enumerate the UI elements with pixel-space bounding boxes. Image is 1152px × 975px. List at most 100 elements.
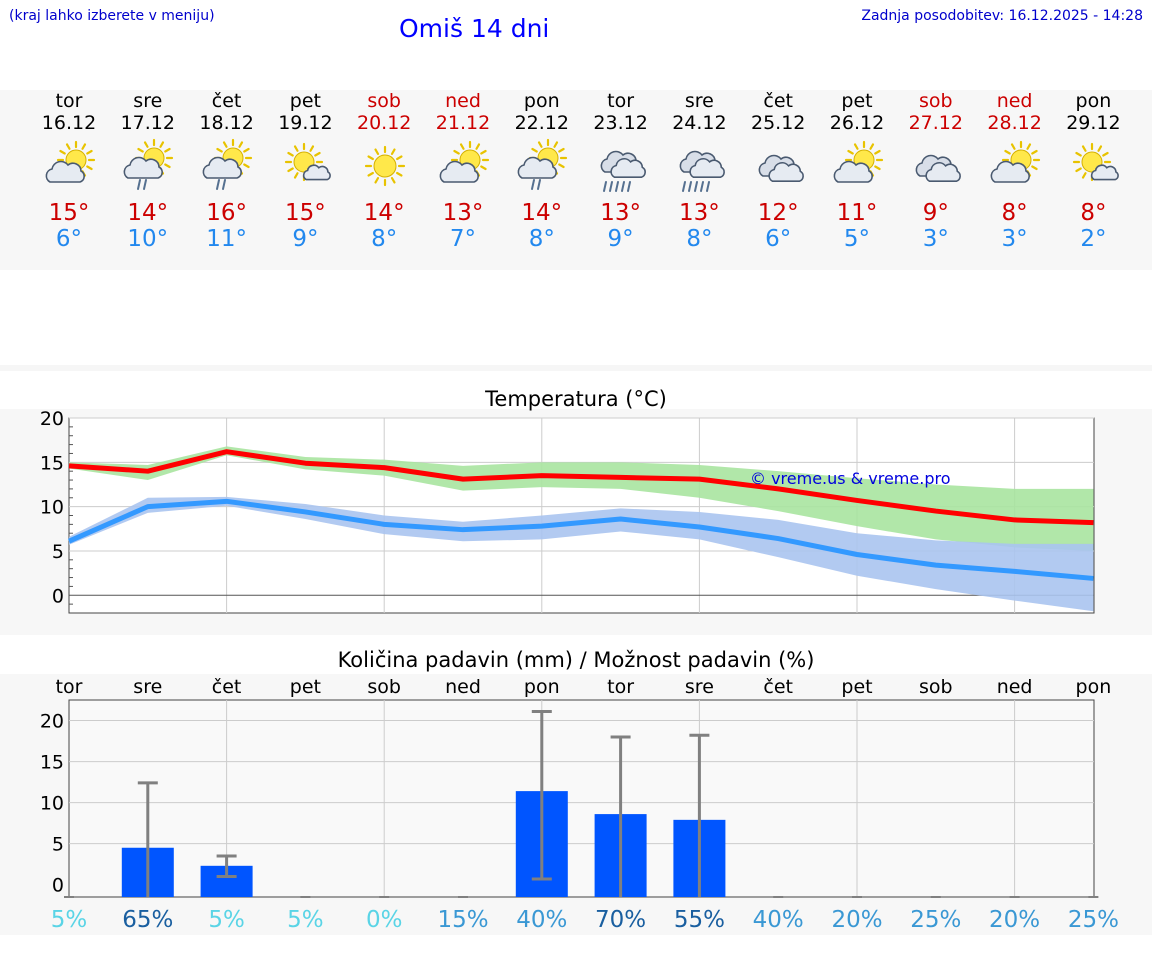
day-column: čet 25.12 12° 6° (739, 90, 818, 252)
temp-max: 16° (206, 200, 247, 226)
precip-probability: 70% (595, 907, 646, 933)
precip-probability: 25% (1068, 907, 1119, 933)
temp-min: 11° (206, 226, 247, 252)
temp-min: 7° (449, 226, 477, 252)
temp-max: 14° (521, 200, 563, 226)
day-date: 19.12 (278, 112, 333, 134)
day-date: 20.12 (356, 112, 412, 134)
day-column: ned 28.12 8° 3° (975, 90, 1054, 252)
y-tick-label: 5 (52, 541, 64, 563)
y-tick-label: 20 (40, 711, 64, 733)
sun-small-cloud-icon (284, 142, 331, 182)
temp-max: 8° (1080, 200, 1107, 226)
plot-area (68, 699, 1095, 898)
category-label: ned (997, 676, 1033, 698)
sun-cloud-rain-icon (123, 138, 174, 190)
precip-probability: 65% (122, 907, 173, 933)
day-name: pon (1075, 90, 1112, 112)
precip-probability: 5% (51, 907, 88, 933)
y-tick-label: 10 (40, 497, 64, 519)
precip-probability: 20% (831, 907, 882, 933)
day-column: tor 16.12 15° 6° (30, 90, 109, 252)
day-date: 28.12 (987, 112, 1042, 134)
y-tick-label: 15 (40, 452, 64, 474)
category-label: pet (290, 676, 321, 698)
cloud-icon (758, 154, 804, 182)
temp-max: 14° (363, 200, 405, 226)
weather-icon-slot (108, 138, 187, 198)
temp-max: 15° (285, 200, 326, 226)
page-title: Omiš 14 dni (399, 14, 550, 43)
day-date: 29.12 (1066, 112, 1121, 134)
temp-min: 5° (843, 226, 871, 252)
temp-max: 11° (836, 200, 878, 226)
weather-icon-slot (818, 138, 897, 198)
day-date: 27.12 (908, 112, 963, 134)
precip-probability: 40% (753, 907, 804, 933)
temp-max: 13° (442, 200, 484, 226)
category-label: pon (524, 676, 560, 698)
day-name: pon (523, 90, 560, 112)
category-label: pon (1076, 676, 1112, 698)
day-name: ned (996, 90, 1033, 112)
category-label: pet (841, 676, 872, 698)
sun-cloud-rain-icon (202, 138, 253, 190)
sun-cloud-icon (990, 140, 1041, 183)
y-tick-label: 0 (52, 875, 64, 897)
category-label: sre (133, 676, 162, 698)
day-name: čet (763, 90, 793, 112)
location-hint: (kraj lahko izberete v meniju) (9, 8, 215, 24)
divider (0, 365, 1152, 371)
temp-min: 8° (686, 226, 713, 252)
day-date: 26.12 (829, 112, 885, 134)
temp-min: 2° (1080, 226, 1107, 252)
temp-max: 13° (679, 200, 720, 226)
precip-probability: 20% (989, 907, 1040, 933)
temp-min: 9° (607, 226, 634, 252)
day-column: sob 27.12 9° 3° (896, 90, 975, 252)
temp-min: 8° (371, 226, 398, 252)
min-temp-line (67, 498, 1094, 581)
cloud-heavy-rain-icon (679, 150, 725, 192)
y-tick-label: 15 (40, 752, 64, 774)
precip-probability: 5% (208, 907, 245, 933)
day-name: pet (841, 90, 873, 112)
day-date: 21.12 (435, 112, 491, 134)
temp-min: 3° (922, 226, 949, 252)
day-column: pon 22.12 14° 8° (502, 90, 581, 252)
temp-min: 9° (292, 226, 319, 252)
last-updated: Zadnja posodobitev: 16.12.2025 - 14:28 (861, 8, 1143, 24)
precip-probability: 40% (516, 907, 567, 933)
day-name: sob (919, 90, 953, 112)
min-range-band (69, 496, 1094, 612)
day-column: pet 26.12 11° 5° (818, 90, 897, 252)
precip-probability: 5% (287, 907, 324, 933)
day-column: sre 24.12 13° 8° (660, 90, 739, 252)
day-column: sre 17.12 14° 10° (108, 90, 187, 252)
temp-max: 13° (600, 200, 641, 226)
day-column: pet 19.12 15° 9° (266, 90, 345, 252)
sun-cloud-rain-icon (517, 138, 568, 190)
category-label: sre (685, 676, 714, 698)
day-name: sob (367, 90, 401, 112)
y-tick-label: 5 (52, 834, 64, 856)
weather-icon-slot (30, 138, 109, 198)
temp-max: 8° (1001, 200, 1028, 226)
category-label: čet (212, 676, 242, 698)
day-date: 25.12 (750, 112, 806, 134)
precip-probability: 0% (366, 907, 403, 933)
category-label: sob (919, 676, 953, 698)
max-range-band (69, 446, 1094, 551)
category-label: ned (445, 676, 481, 698)
day-name: tor (55, 90, 83, 112)
day-name: pet (289, 90, 321, 112)
precip-probability: 15% (437, 907, 488, 933)
weather-icon-slot (975, 138, 1054, 198)
day-column: ned 21.12 13° 7° (424, 90, 503, 252)
temp-max: 12° (757, 200, 799, 226)
temp-max: 14° (127, 200, 169, 226)
day-name: ned (445, 90, 481, 112)
watermark: © vreme.us & vreme.pro (750, 469, 951, 488)
